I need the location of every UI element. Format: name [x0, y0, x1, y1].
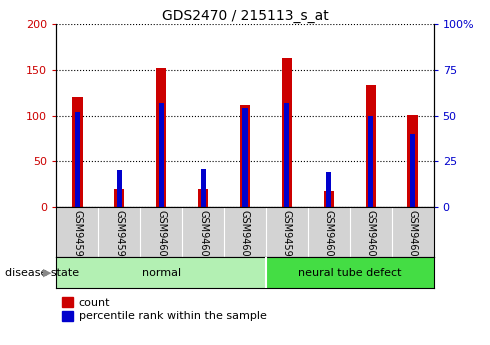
Bar — [156, 68, 167, 207]
Bar — [117, 170, 122, 207]
Bar — [323, 191, 334, 207]
Bar — [366, 86, 376, 207]
Bar — [282, 58, 292, 207]
Bar — [240, 105, 250, 207]
Text: neural tube defect: neural tube defect — [298, 268, 402, 277]
Text: GSM94603: GSM94603 — [156, 209, 166, 262]
Bar — [368, 116, 373, 207]
Text: disease state: disease state — [5, 268, 79, 277]
Text: GSM94604: GSM94604 — [198, 209, 208, 262]
Bar — [56, 257, 266, 288]
Text: GSM94601: GSM94601 — [366, 209, 376, 262]
Bar — [243, 108, 247, 207]
Bar — [284, 103, 290, 207]
Text: GSM94602: GSM94602 — [408, 209, 417, 263]
Text: ▶: ▶ — [43, 268, 51, 277]
Text: GSM94598: GSM94598 — [73, 209, 82, 263]
Text: normal: normal — [142, 268, 181, 277]
Bar — [266, 257, 434, 288]
Bar — [159, 103, 164, 207]
Bar — [410, 134, 415, 207]
Bar — [114, 189, 124, 207]
Legend: count, percentile rank within the sample: count, percentile rank within the sample — [62, 297, 267, 322]
Bar — [72, 97, 82, 207]
Text: GSM94599: GSM94599 — [114, 209, 124, 263]
Text: GSM94600: GSM94600 — [324, 209, 334, 262]
Text: GSM94605: GSM94605 — [240, 209, 250, 263]
Text: GDS2470 / 215113_s_at: GDS2470 / 215113_s_at — [162, 9, 328, 23]
Bar — [326, 172, 331, 207]
Bar — [75, 112, 80, 207]
Text: GSM94597: GSM94597 — [282, 209, 292, 263]
Bar — [198, 189, 208, 207]
Bar — [200, 169, 206, 207]
Bar — [408, 115, 418, 207]
